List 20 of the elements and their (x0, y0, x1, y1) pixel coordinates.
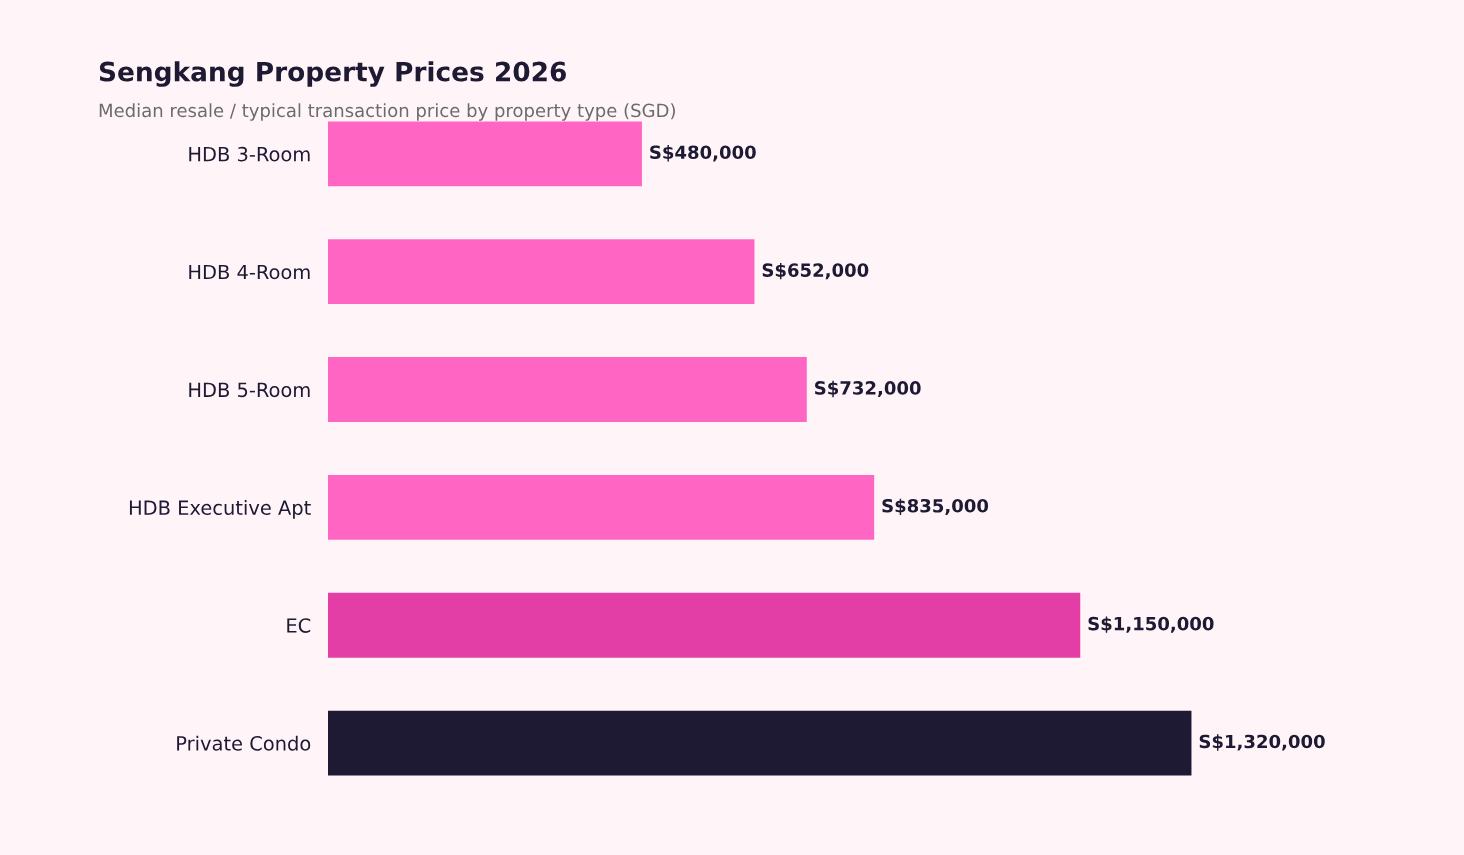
y-tick-label: HDB 4-Room (189, 264, 310, 280)
data-label: S$480,000 (650, 145, 756, 162)
y-tick-label: HDB 5-Room (189, 382, 310, 398)
bar (327, 239, 755, 305)
y-tick-label: EC (287, 618, 311, 633)
chart-subtitle: Median resale / typical transaction price by property type (SGD) (99, 103, 675, 121)
data-label: S$652,000 (762, 262, 869, 280)
bar (327, 710, 1192, 776)
data-label: S$1,320,000 (1199, 734, 1325, 751)
y-tick-label: HDB Executive Apt (129, 499, 311, 519)
bar (327, 357, 807, 422)
chart-title: Sengkang Property Prices 2026 (99, 61, 566, 87)
data-label: S$835,000 (882, 498, 989, 516)
y-tick-label: Private Condo (177, 735, 311, 751)
y-tick-label: HDB 3-Room (189, 146, 310, 162)
data-label: S$1,150,000 (1088, 616, 1214, 633)
data-label: S$732,000 (815, 380, 921, 398)
bar (327, 121, 642, 187)
bar (327, 592, 1081, 658)
bar (327, 474, 875, 540)
